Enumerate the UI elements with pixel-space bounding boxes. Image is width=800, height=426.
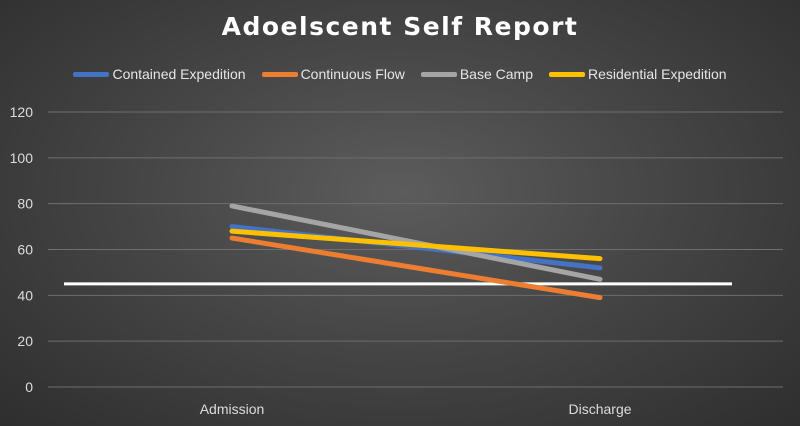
legend-item-residential-expedition: Residential Expedition — [549, 66, 727, 82]
legend-item-continuous-flow: Continuous Flow — [261, 66, 405, 82]
y-tick-label-120: 120 — [10, 104, 34, 120]
legend-label-base-camp: Base Camp — [459, 66, 533, 82]
legend-swatch-base-camp — [420, 71, 457, 77]
legend-label-contained-expedition: Contained Expedition — [112, 66, 246, 82]
legend-label-residential-expedition: Residential Expedition — [588, 66, 727, 82]
legend-item-contained-expedition: Contained Expedition — [73, 66, 246, 82]
legend-swatch-residential-expedition — [549, 71, 585, 77]
legend-swatch-continuous-flow — [261, 71, 298, 77]
y-tick-label-20: 20 — [17, 333, 33, 349]
y-tick-label-100: 100 — [10, 150, 34, 166]
legend-item-base-camp: Base Camp — [420, 66, 533, 82]
x-tick-label-discharge: Discharge — [568, 401, 631, 417]
y-tick-label-80: 80 — [17, 196, 33, 212]
x-tick-label-admission: Admission — [200, 401, 265, 417]
legend-swatch-contained-expedition — [73, 71, 110, 77]
legend: Contained Expedition Continuous Flow Bas… — [0, 66, 800, 82]
y-tick-label-0: 0 — [25, 379, 33, 395]
chart-title: Adoelscent Self Report — [221, 12, 579, 41]
legend-label-continuous-flow: Continuous Flow — [300, 66, 405, 82]
y-tick-label-40: 40 — [17, 287, 33, 303]
y-tick-label-60: 60 — [17, 242, 33, 258]
series-line-continuous-flow — [229, 235, 603, 301]
series-line-residential-expedition — [229, 228, 603, 262]
